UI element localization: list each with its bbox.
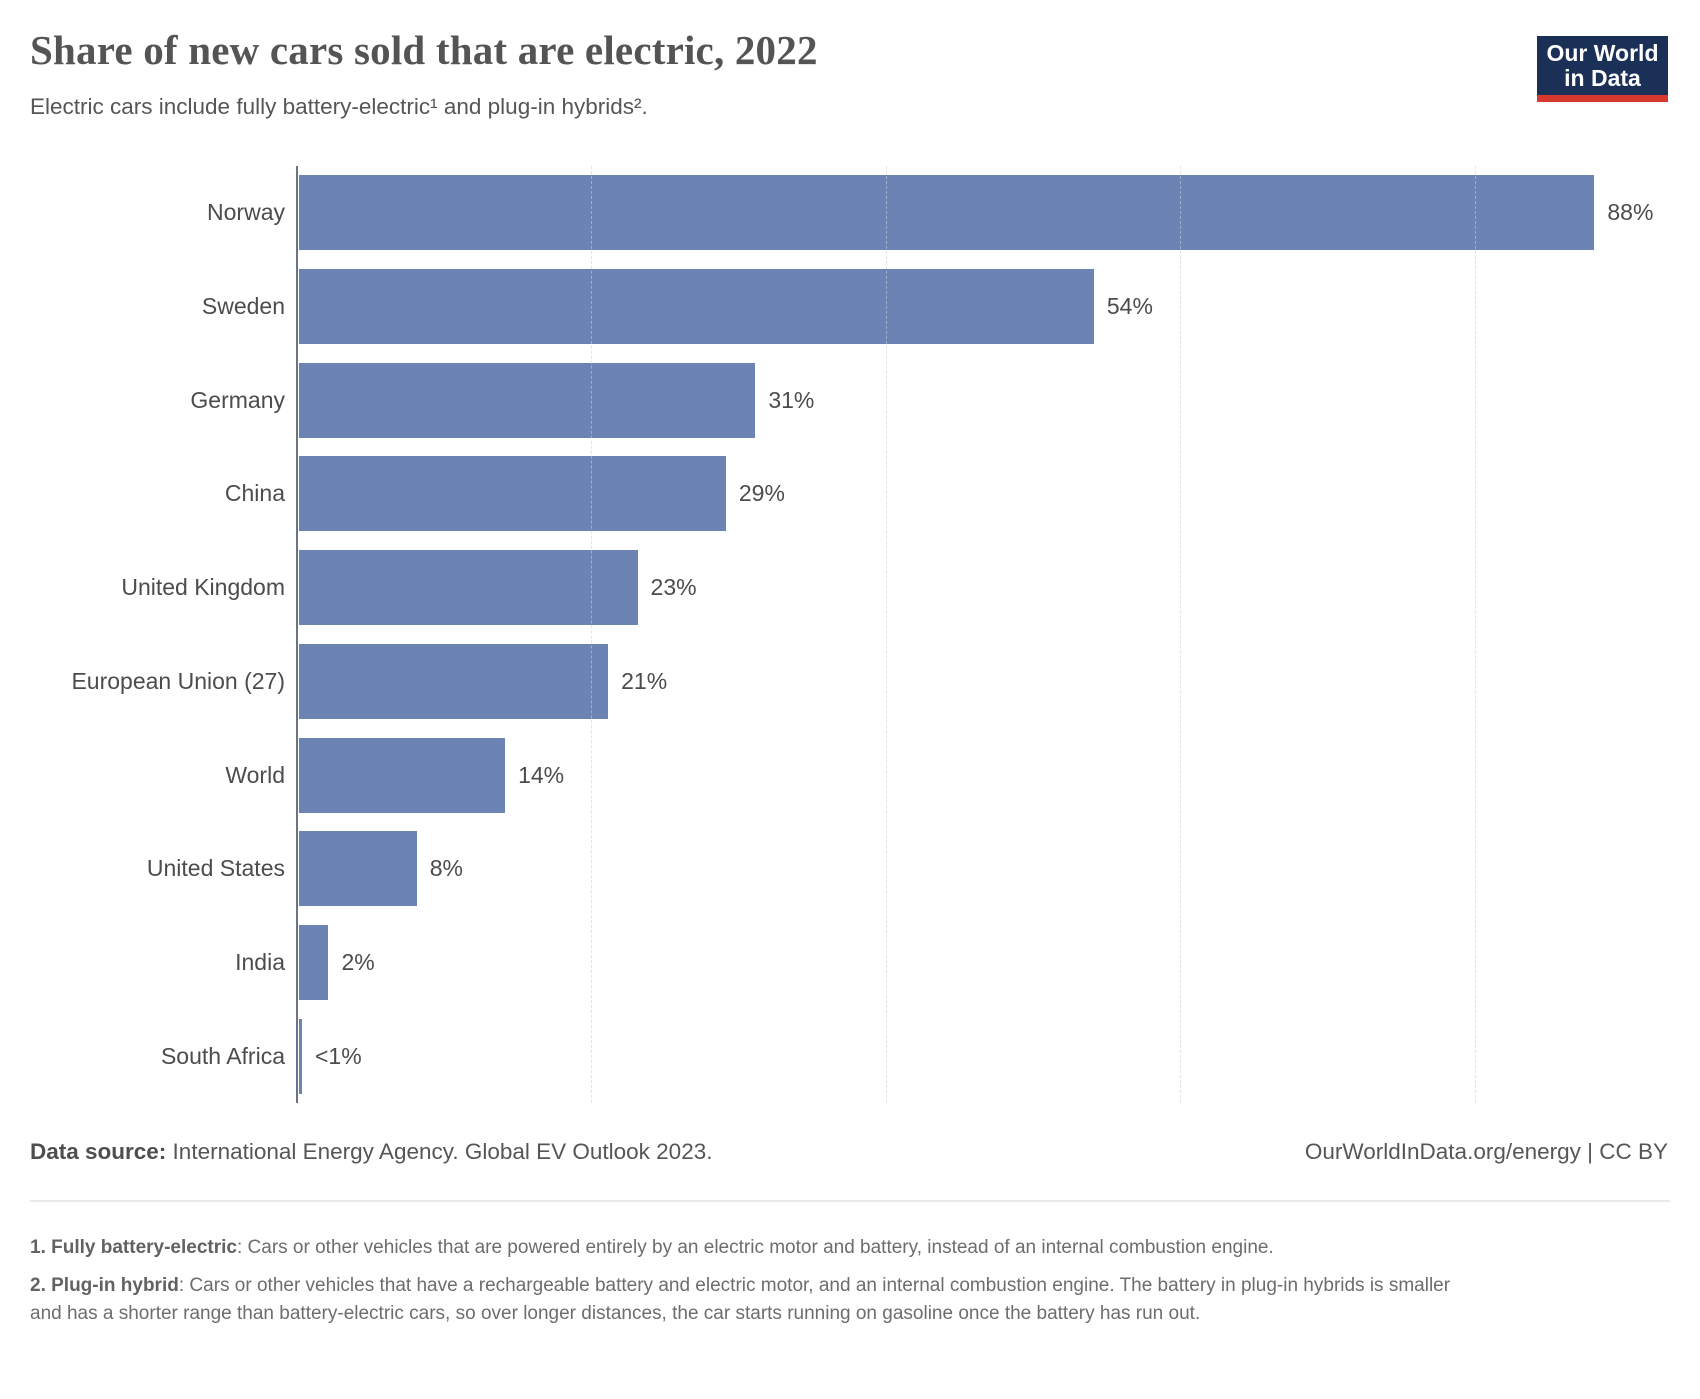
category-label: World [225,761,285,788]
value-label: 2% [341,948,375,975]
gridline-overlay-20pct [591,166,593,1103]
bar-track: 8% [299,822,1700,916]
category-label: Germany [190,386,285,413]
footnotes: 1. Fully battery-electric: Cars or other… [30,1234,1477,1338]
bar-track: 54% [299,260,1700,354]
data-source-label: Data source: [30,1139,167,1164]
category-label: Sweden [201,293,285,320]
value-label: 8% [429,855,463,882]
footnote-1-label: 1. Fully battery-electric [30,1237,237,1258]
value-label: 31% [768,386,815,413]
bar-china[interactable] [299,456,726,532]
chart-title: Share of new cars sold that are electric… [30,27,818,73]
chart-subtitle: Electric cars include fully battery-elec… [30,94,648,119]
bar-united-kingdom[interactable] [299,550,638,626]
gridline-40pct [885,166,887,1103]
gridline-overlay-80pct [1474,166,1476,1103]
chart-row-germany: Germany 31% [0,353,1700,447]
bar-track: 29% [299,447,1700,541]
chart-row-china: China 29% [0,447,1700,541]
category-label: India [235,948,285,975]
bar-world[interactable] [299,737,506,813]
chart-row-india: India 2% [0,916,1700,1010]
data-source: Data source: International Energy Agency… [30,1139,712,1165]
bar-track: 31% [299,353,1700,447]
footnote-2-label: 2. Plug-in hybrid [30,1275,179,1296]
bar-rows: Norway 88% Sweden 54% Germany 31% China 29% Unit… [0,166,1700,1103]
gridline-overlay-40pct [885,166,887,1103]
category-label: Norway [207,199,285,226]
bar-track: 14% [299,728,1700,822]
footnote-2: 2. Plug-in hybrid: Cars or other vehicle… [30,1272,1477,1328]
bar-track: <1% [299,1009,1700,1103]
owid-logo-line2: in Data [1564,64,1641,91]
footnote-1-text: : Cars or other vehicles that are powere… [236,1237,1274,1258]
value-label: 21% [621,667,668,694]
value-label: 54% [1106,293,1153,320]
value-label: <1% [315,1042,362,1069]
category-label: United States [146,855,285,882]
chart-row-south-africa: South Africa <1% [0,1009,1700,1103]
data-source-text: International Energy Agency. Global EV O… [166,1139,713,1164]
chart-row-world: World 14% [0,728,1700,822]
chart-row-norway: Norway 88% [0,166,1700,260]
category-label: South Africa [160,1042,285,1069]
value-label: 88% [1607,199,1654,226]
bar-united-states[interactable] [299,831,417,907]
chart-row-united-kingdom: United Kingdom 23% [0,541,1700,635]
value-label: 29% [738,480,785,507]
bar-track: 21% [299,635,1700,729]
y-axis-line [296,166,298,1103]
bar-track: 2% [299,916,1700,1010]
bar-germany[interactable] [299,362,756,438]
footnote-2-text: : Cars or other vehicles that have a rec… [30,1275,1451,1324]
category-label: China [224,480,285,507]
plot-area: Norway 88% Sweden 54% Germany 31% China 29% Unit… [0,166,1700,1103]
category-label: United Kingdom [121,574,285,601]
footer-divider [30,1200,1670,1202]
owid-logo[interactable]: Our World in Data [1537,36,1668,102]
footnote-1: 1. Fully battery-electric: Cars or other… [30,1234,1477,1262]
gridline-80pct [1474,166,1476,1103]
chart-row-european-union-27: European Union (27) 21% [0,635,1700,729]
attribution-link[interactable]: OurWorldInData.org/energy | CC BY [1304,1139,1668,1164]
gridline-20pct [591,166,593,1103]
gridline-60pct [1180,166,1182,1103]
category-label: European Union (27) [71,667,285,694]
value-label: 14% [518,761,565,788]
chart-row-sweden: Sweden 54% [0,260,1700,354]
bar-norway[interactable] [299,175,1595,251]
gridline-overlay-60pct [1180,166,1182,1103]
bar-european-union-27[interactable] [299,643,609,719]
value-label: 23% [650,574,697,601]
chart-row-united-states: United States 8% [0,822,1700,916]
owid-logo-line1: Our World [1546,39,1659,66]
bar-sweden[interactable] [299,269,1094,345]
bar-india[interactable] [299,924,329,1000]
bar-track: 23% [299,541,1700,635]
bar-track: 88% [299,166,1700,260]
bar-south-africa[interactable] [299,1018,302,1094]
